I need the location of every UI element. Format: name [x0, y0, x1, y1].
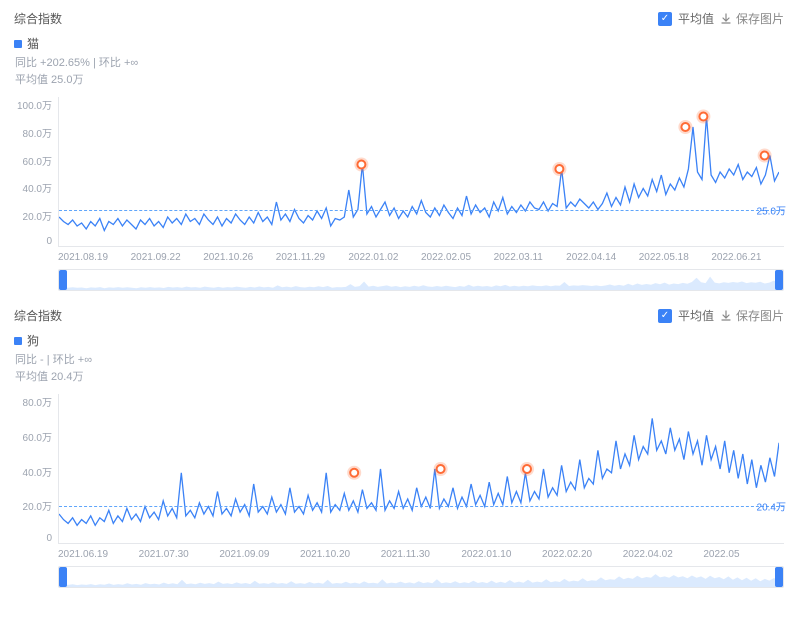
- avg-line: [59, 506, 784, 507]
- x-tick: 2021.06.19: [58, 549, 139, 560]
- x-tick: 2022.02.20: [542, 549, 623, 560]
- y-tick: 80.0万: [14, 394, 52, 409]
- panel-title: 综合指数: [14, 307, 62, 324]
- save-image-button[interactable]: 保存图片: [720, 10, 784, 27]
- y-tick: 0: [14, 533, 52, 544]
- event-marker[interactable]: [555, 165, 563, 173]
- legend: 猫: [14, 35, 784, 52]
- y-tick: 60.0万: [14, 429, 52, 444]
- x-tick: 2021.10.20: [300, 549, 381, 560]
- plot-area[interactable]: 20.4万: [58, 394, 784, 544]
- event-marker[interactable]: [437, 465, 445, 473]
- avg-label: 20.4万: [757, 498, 786, 513]
- y-tick: 20.0万: [14, 498, 52, 513]
- meta-avg: 平均值 25.0万: [15, 72, 784, 89]
- range-selector[interactable]: [58, 269, 784, 291]
- x-axis: 2021.08.192021.09.222021.10.262021.11.29…: [58, 252, 784, 263]
- event-marker[interactable]: [523, 465, 531, 473]
- legend-swatch: [14, 337, 22, 345]
- range-handle-right[interactable]: [775, 567, 783, 587]
- y-tick: 80.0万: [14, 125, 52, 140]
- x-tick: 2022.04.02: [623, 549, 704, 560]
- x-tick: 2021.09.22: [131, 252, 204, 263]
- meta-avg: 平均值 20.4万: [15, 369, 784, 386]
- panel-title: 综合指数: [14, 10, 62, 27]
- event-marker[interactable]: [681, 123, 689, 131]
- legend-name: 猫: [27, 35, 39, 52]
- y-tick: 100.0万: [14, 97, 52, 112]
- event-marker[interactable]: [357, 161, 365, 169]
- avg-label: 25.0万: [757, 202, 786, 217]
- legend: 狗: [14, 332, 784, 349]
- avg-line: [59, 210, 784, 211]
- x-axis: 2021.06.192021.07.302021.09.092021.10.20…: [58, 549, 784, 560]
- y-tick: 60.0万: [14, 153, 52, 168]
- y-tick: 40.0万: [14, 180, 52, 195]
- x-tick: 2022.04.14: [566, 252, 639, 263]
- panel-header: 综合指数 ✓ 平均值 保存图片: [14, 307, 784, 324]
- legend-name: 狗: [27, 332, 39, 349]
- panel-header: 综合指数 ✓ 平均值 保存图片: [14, 10, 784, 27]
- download-icon: [720, 13, 732, 25]
- event-marker[interactable]: [699, 113, 707, 121]
- x-tick: 2021.11.29: [276, 252, 349, 263]
- download-icon: [720, 310, 732, 322]
- meta-line-1: 同比 +202.65% | 环比 +∞: [15, 55, 784, 72]
- x-tick: 2021.09.09: [219, 549, 300, 560]
- range-handle-right[interactable]: [775, 270, 783, 290]
- x-tick: 2021.07.30: [139, 549, 220, 560]
- range-selector[interactable]: [58, 566, 784, 588]
- x-tick: 2022.05: [703, 549, 784, 560]
- event-marker[interactable]: [761, 152, 769, 160]
- range-handle-left[interactable]: [59, 270, 67, 290]
- x-tick: 2022.06.21: [711, 252, 784, 263]
- chart-panel-1: 综合指数 ✓ 平均值 保存图片 狗 同比 - | 环比 +∞ 平均值 20.4万…: [0, 297, 798, 594]
- x-tick: 2021.11.30: [381, 549, 462, 560]
- x-tick: 2022.03.11: [494, 252, 567, 263]
- avg-checkbox[interactable]: ✓: [658, 12, 672, 26]
- x-tick: 2022.01.10: [461, 549, 542, 560]
- y-tick: 20.0万: [14, 208, 52, 223]
- avg-checkbox[interactable]: ✓: [658, 309, 672, 323]
- x-tick: 2022.05.18: [639, 252, 712, 263]
- x-tick: 2022.01.02: [348, 252, 421, 263]
- y-tick: 0: [14, 236, 52, 247]
- x-tick: 2022.02.05: [421, 252, 494, 263]
- mini-area: [59, 574, 783, 588]
- y-tick: 40.0万: [14, 464, 52, 479]
- x-tick: 2021.10.26: [203, 252, 276, 263]
- plot-area[interactable]: 25.0万: [58, 97, 784, 247]
- avg-checkbox-label: 平均值: [678, 307, 714, 324]
- y-axis: 80.0万 60.0万 40.0万 20.0万 0: [14, 394, 58, 544]
- line-series: [59, 419, 779, 526]
- x-tick: 2021.08.19: [58, 252, 131, 263]
- avg-checkbox-label: 平均值: [678, 10, 714, 27]
- chart-panel-0: 综合指数 ✓ 平均值 保存图片 猫 同比 +202.65% | 环比 +∞ 平均…: [0, 0, 798, 297]
- meta-line-1: 同比 - | 环比 +∞: [15, 352, 784, 369]
- line-series: [59, 117, 779, 231]
- y-axis: 100.0万 80.0万 60.0万 40.0万 20.0万 0: [14, 97, 58, 247]
- mini-area: [59, 277, 783, 291]
- legend-swatch: [14, 40, 22, 48]
- save-image-button[interactable]: 保存图片: [720, 307, 784, 324]
- event-marker[interactable]: [350, 469, 358, 477]
- range-handle-left[interactable]: [59, 567, 67, 587]
